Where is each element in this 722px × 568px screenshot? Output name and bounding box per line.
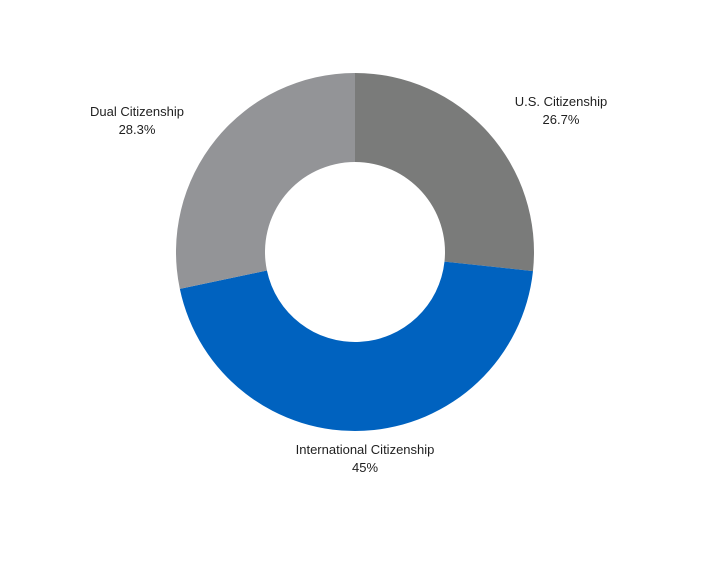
slice-label-us-citizenship: U.S. Citizenship 26.7% bbox=[515, 93, 607, 129]
slice-international-citizenship bbox=[179, 261, 533, 431]
slice-name: U.S. Citizenship bbox=[514, 94, 608, 109]
slice-dual-citizenship bbox=[176, 73, 355, 289]
slice-name: International Citizenship bbox=[295, 442, 435, 457]
slice-value: 45% bbox=[351, 460, 379, 475]
slice-name: Dual Citizenship bbox=[90, 104, 184, 119]
slice-label-dual-citizenship: Dual Citizenship 28.3% bbox=[90, 103, 184, 139]
slice-value: 26.7% bbox=[542, 112, 580, 127]
slice-value: 28.3% bbox=[118, 122, 156, 137]
slice-label-international-citizenship: International Citizenship 45% bbox=[296, 441, 435, 477]
slice-us-citizenship bbox=[355, 73, 534, 272]
